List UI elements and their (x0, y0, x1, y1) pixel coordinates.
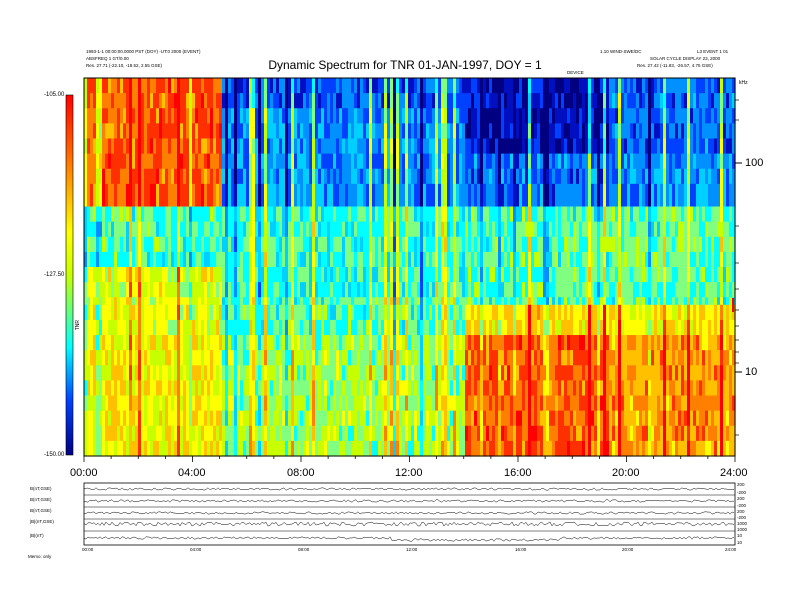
lower-rtick-6: 1000 (737, 521, 748, 526)
lower-rtick-3: -200 (737, 503, 747, 508)
header-right-line3: Res. 27.42 (-11.83, -26.57, 4.75 GSE) (637, 63, 713, 68)
colorbar-tick-top: -105.00 (44, 92, 65, 98)
x-tick-1600: 16:00 (504, 467, 532, 479)
y-tick-100: 100 (745, 157, 764, 169)
x-tick-0000: 00:00 (70, 467, 98, 479)
y-axis-ticks (732, 99, 742, 436)
lower-x-2: 08:00 (298, 547, 310, 552)
lower-x-1: 04:00 (190, 547, 202, 552)
lower-label-2: B(nT,GSE) (30, 497, 52, 502)
lower-label-4: |B|(nT,GSE) (30, 519, 54, 524)
center-tag: DEVICE (567, 70, 584, 75)
lower-rtick-2: 200 (737, 496, 745, 501)
x-tick-2000: 20:00 (612, 467, 640, 479)
lower-x-6: 24:00 (725, 547, 737, 552)
x-tick-0800: 08:00 (287, 467, 315, 479)
colorbar-tick-bottom: -150.00 (44, 452, 65, 458)
lower-x-3: 12:00 (406, 547, 418, 552)
lower-rtick-1: -200 (737, 490, 747, 495)
y-axis-unit: kHz (739, 80, 748, 86)
header-left-line2: ABSFREQ 1 GT/0.00 (86, 56, 129, 61)
lower-panel (83, 482, 736, 546)
lower-label-5: |B|(nT) (30, 533, 44, 538)
x-tick-0400: 04:00 (178, 467, 206, 479)
lower-x-0: 00:00 (82, 547, 94, 552)
colorbar-label: TNR (75, 320, 81, 331)
header-left-line1: 1993-1-1 00:00:00.0000 PST (DOY) -UT:0 2… (86, 49, 201, 54)
x-tick-2400: 24:00 (720, 467, 748, 479)
chart-title: Dynamic Spectrum for TNR 01-JAN-1997, DO… (268, 58, 542, 72)
lower-label-1: B(nT,GSE) (30, 486, 52, 491)
lower-x-5: 20:00 (622, 547, 634, 552)
x-tick-1200: 12:00 (395, 467, 423, 479)
colorbar (65, 94, 74, 456)
lower-rtick-9: 10 (737, 540, 743, 545)
lower-label-3: B(nT,GSE) (30, 508, 52, 513)
header-right-line2: SOLAR CYCLE DISPLAY 23, 2000 (650, 56, 721, 61)
lower-rtick-7: 1000 (737, 527, 748, 532)
lower-rtick-5: -200 (737, 515, 747, 520)
header-right-line1: 1.10 WIND-SWE/DC (600, 49, 642, 54)
heatmap-cells (84, 78, 736, 457)
header-left-line3: Res. 27.71 (-22.10, -18.52, 2.55 GSE) (86, 63, 163, 68)
header-right-line1b: L3 EVENT 1 01 (697, 49, 729, 54)
lower-footer-label: Memo: only (28, 554, 52, 559)
lower-rtick-0: 200 (737, 482, 745, 487)
colorbar-tick-mid: -127.50 (44, 272, 65, 278)
lower-x-4: 16:00 (515, 547, 527, 552)
lower-rtick-4: 200 (737, 509, 745, 514)
y-tick-10: 10 (745, 366, 758, 378)
x-axis-ticks (83, 456, 736, 462)
lower-rtick-8: 10 (737, 533, 743, 538)
